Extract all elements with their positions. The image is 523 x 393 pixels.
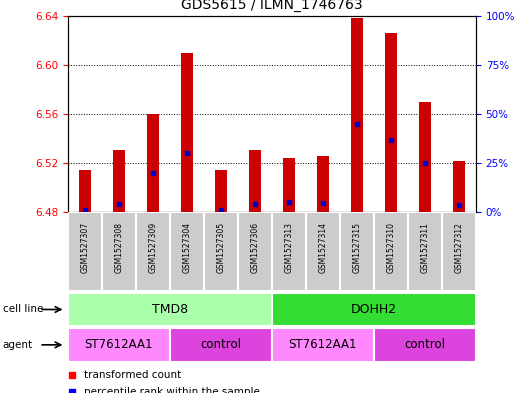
Bar [419,102,431,212]
Text: percentile rank within the sample: percentile rank within the sample [84,387,260,393]
Text: control: control [200,338,242,351]
Text: GSM1527309: GSM1527309 [149,222,157,273]
Text: TMD8: TMD8 [152,303,188,316]
Bar [408,212,442,291]
Bar [79,171,91,212]
Text: GSM1527310: GSM1527310 [386,222,395,273]
Bar [351,18,363,212]
Title: GDS5615 / ILMN_1746763: GDS5615 / ILMN_1746763 [181,0,363,12]
Bar [306,212,340,291]
Bar [215,171,227,212]
Text: GSM1527312: GSM1527312 [454,222,463,272]
Bar [442,212,476,291]
Text: agent: agent [3,340,33,350]
Bar [374,212,408,291]
Bar [317,156,329,212]
Text: control: control [404,338,446,351]
Bar [272,293,476,326]
Text: transformed count: transformed count [84,369,181,380]
Bar [68,293,272,326]
Bar [272,328,374,362]
Text: GSM1527305: GSM1527305 [217,222,225,273]
Bar [238,212,272,291]
Bar [340,212,374,291]
Bar [102,212,136,291]
Bar [283,158,295,212]
Bar [204,212,238,291]
Bar [374,328,476,362]
Text: GSM1527304: GSM1527304 [183,222,191,273]
Text: GSM1527308: GSM1527308 [115,222,123,273]
Bar [181,53,193,212]
Bar [68,212,102,291]
Bar [249,150,261,212]
Bar [385,33,397,212]
Text: DOHH2: DOHH2 [351,303,397,316]
Bar [170,328,272,362]
Bar [68,328,170,362]
Bar [136,212,170,291]
Text: GSM1527306: GSM1527306 [251,222,259,273]
Text: cell line: cell line [3,305,43,314]
Bar [113,150,125,212]
Bar [272,212,306,291]
Bar [453,161,465,212]
Text: GSM1527311: GSM1527311 [420,222,429,272]
Text: GSM1527313: GSM1527313 [285,222,293,273]
Text: GSM1527315: GSM1527315 [353,222,361,273]
Bar [147,114,159,212]
Text: GSM1527307: GSM1527307 [81,222,89,273]
Bar [170,212,204,291]
Text: GSM1527314: GSM1527314 [319,222,327,273]
Text: ST7612AA1: ST7612AA1 [85,338,153,351]
Text: ST7612AA1: ST7612AA1 [289,338,357,351]
